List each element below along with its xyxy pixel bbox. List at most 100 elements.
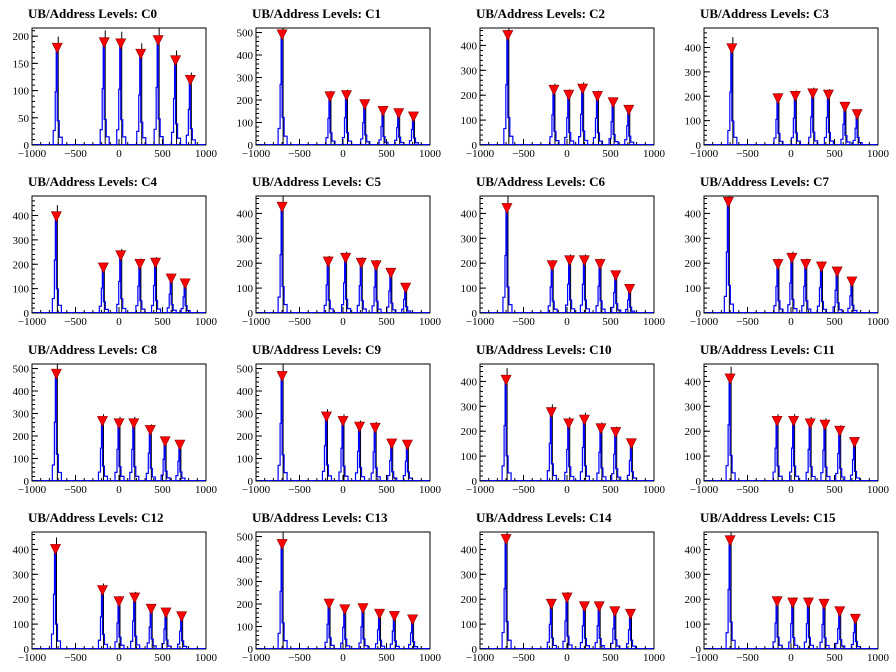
peak-marker xyxy=(564,255,576,267)
x-tick-label: 0 xyxy=(788,652,794,664)
x-tick-label: −1000 xyxy=(690,148,719,160)
peak-marker xyxy=(174,439,186,451)
peak-marker xyxy=(165,273,177,285)
peak-marker xyxy=(128,418,140,430)
peak-marker xyxy=(184,74,196,86)
x-tick-label: 0 xyxy=(116,316,122,328)
panel-title: UB/Address Levels: C11 xyxy=(700,342,835,357)
peak-marker xyxy=(607,97,619,109)
peak-marker xyxy=(135,48,147,60)
panel-title: UB/Address Levels: C14 xyxy=(476,510,612,525)
peak-marker xyxy=(834,606,846,618)
y-tick-label: 0 xyxy=(696,644,702,656)
peak-marker xyxy=(839,101,851,113)
y-tick-label: 200 xyxy=(13,594,30,606)
x-tick-label: −1000 xyxy=(690,316,719,328)
x-tick-label: −1000 xyxy=(18,148,47,160)
peak-marker xyxy=(355,257,367,269)
y-tick-label: 500 xyxy=(237,532,254,544)
x-tick-label: 500 xyxy=(154,652,171,664)
x-tick-label: 1000 xyxy=(419,652,442,664)
histogram-peak xyxy=(727,48,738,145)
y-tick-label: 200 xyxy=(685,91,702,103)
peak-marker xyxy=(323,598,335,610)
y-tick-label: 0 xyxy=(24,308,30,320)
peak-marker xyxy=(377,105,389,117)
peak-marker xyxy=(134,258,146,270)
peak-marker xyxy=(578,255,590,267)
peak-marker xyxy=(625,438,637,450)
x-tick-label: −1000 xyxy=(690,484,719,496)
peak-marker xyxy=(401,439,413,451)
peak-marker xyxy=(546,260,558,272)
histogram-peak xyxy=(801,263,812,313)
x-tick-label: 500 xyxy=(154,316,171,328)
panel-title: UB/Address Levels: C10 xyxy=(476,342,612,357)
histogram-peak xyxy=(374,613,386,649)
peak-marker xyxy=(724,373,736,385)
peak-marker xyxy=(388,611,400,623)
y-tick-label: 100 xyxy=(461,451,478,463)
x-tick-label: −500 xyxy=(736,316,759,328)
peak-marker xyxy=(610,270,622,282)
histogram-body xyxy=(480,28,654,145)
y-tick-label: 200 xyxy=(237,95,254,107)
peak-marker xyxy=(357,603,369,615)
y-tick-label: 200 xyxy=(461,426,478,438)
histogram-peak xyxy=(832,271,843,313)
x-tick-label: −1000 xyxy=(466,148,495,160)
x-tick-label: 1000 xyxy=(867,148,890,160)
histogram-panel-3: UB/Address Levels: C3 0 100 200 300 400 −1000 −… xyxy=(685,6,890,160)
x-tick-label: 500 xyxy=(378,148,395,160)
histogram-body xyxy=(480,532,654,649)
histogram-panel-0: UB/Address Levels: C0 0 50 100 150 200 −1000 −5… xyxy=(13,6,218,160)
x-tick-label: −500 xyxy=(64,316,87,328)
peak-marker xyxy=(772,93,784,105)
peak-marker xyxy=(726,43,738,55)
x-tick-label: −500 xyxy=(288,652,311,664)
peak-marker xyxy=(337,416,349,428)
peak-marker xyxy=(385,267,397,279)
y-tick-label: 500 xyxy=(13,364,30,376)
histogram-panel-2: UB/Address Levels: C2 0 100 200 300 400 −1000 −… xyxy=(461,6,666,160)
y-tick-label: 200 xyxy=(461,594,478,606)
y-tick-label: 400 xyxy=(237,50,254,62)
x-tick-label: 0 xyxy=(340,316,346,328)
peak-marker xyxy=(610,427,622,439)
histogram-peak xyxy=(341,257,352,313)
x-tick-label: 0 xyxy=(340,148,346,160)
peak-marker xyxy=(276,539,288,551)
peak-marker xyxy=(772,259,784,271)
y-tick-label: 300 xyxy=(461,401,478,413)
y-tick-label: 100 xyxy=(685,619,702,631)
panel-title: UB/Address Levels: C1 xyxy=(252,6,381,21)
y-tick-label: 100 xyxy=(461,283,478,295)
y-tick-label: 100 xyxy=(685,283,702,295)
histogram-peak xyxy=(608,102,619,145)
histogram-peak xyxy=(565,260,576,313)
histogram-peak xyxy=(787,257,798,313)
x-tick-label: 1000 xyxy=(419,316,442,328)
peak-marker xyxy=(771,596,783,608)
histogram-body xyxy=(704,532,878,649)
peak-marker xyxy=(324,91,336,103)
x-tick-label: −500 xyxy=(288,484,311,496)
panel-title: UB/Address Levels: C9 xyxy=(252,342,382,357)
y-tick-label: 100 xyxy=(13,454,30,466)
histogram-peak xyxy=(546,411,557,481)
peak-marker xyxy=(152,35,164,47)
y-tick-label: 0 xyxy=(24,644,30,656)
y-tick-label: 300 xyxy=(237,233,254,245)
y-tick-label: 0 xyxy=(696,308,702,320)
x-tick-label: −1000 xyxy=(242,148,271,160)
histogram-peak xyxy=(546,603,557,649)
y-tick-label: 100 xyxy=(685,451,702,463)
x-tick-label: −1000 xyxy=(18,316,47,328)
peak-marker xyxy=(786,252,798,264)
panel-title: UB/Address Levels: C3 xyxy=(700,6,830,21)
peak-marker xyxy=(50,368,62,380)
peak-marker xyxy=(591,91,603,103)
x-tick-label: 500 xyxy=(602,484,619,496)
peak-marker xyxy=(807,88,819,100)
peak-marker xyxy=(115,38,127,50)
